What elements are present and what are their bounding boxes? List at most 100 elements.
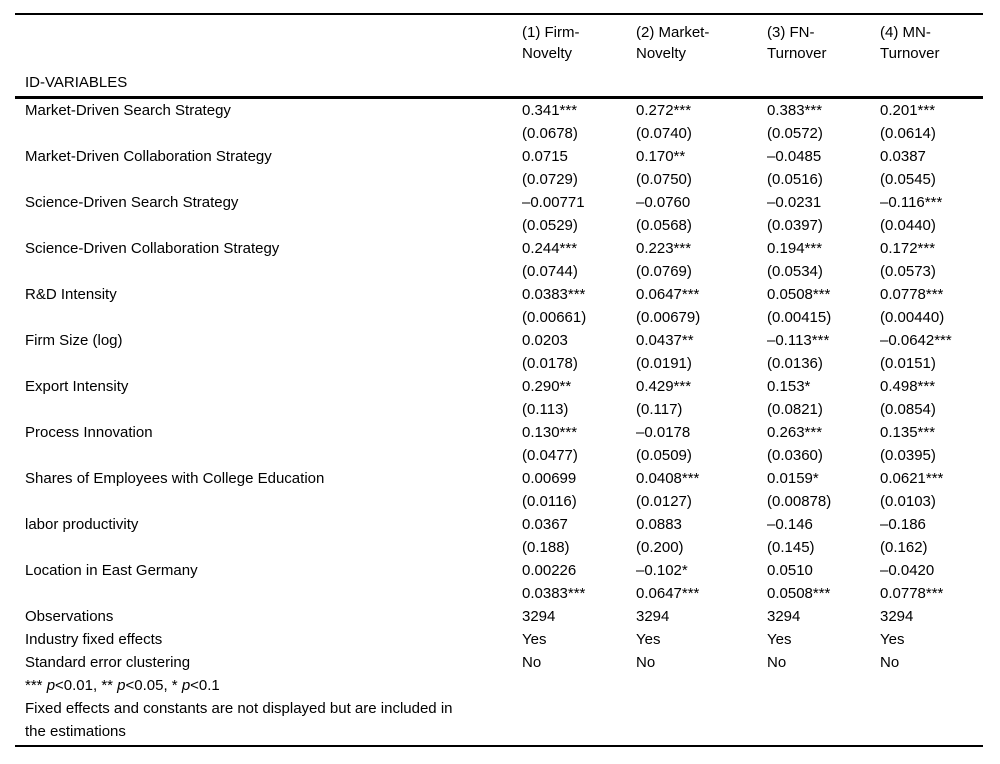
std-error-cell: (0.0568) (636, 217, 692, 234)
coefficient-cell: –0.0760 (636, 194, 691, 211)
std-error-cell: (0.0151) (880, 355, 936, 372)
table-row: (0.188) (0.200) (0.145) (0.162) (25, 536, 983, 559)
summary-value-cell: 3294 (880, 608, 914, 625)
std-error-cell: (0.0821) (767, 401, 823, 418)
std-error-cell: (0.0178) (522, 355, 578, 372)
coefficient-cell: 0.498*** (880, 378, 936, 395)
id-variables-label: ID-VARIABLES (25, 74, 128, 91)
fixed-effects-note-line2: the estimations (25, 723, 126, 740)
std-error-cell: (0.00661) (522, 309, 587, 326)
table-row: Firm Size (log) 0.0203 0.0437** –0.113*** –0… (25, 329, 983, 352)
coefficient-cell: 0.172*** (880, 240, 936, 257)
column-header-3: (3) FN- Turnover (767, 24, 827, 62)
std-error-cell: (0.0395) (880, 447, 936, 464)
variable-label-spacer (25, 536, 522, 559)
std-error-cell: (0.0103) (880, 493, 936, 510)
p-italic: p (46, 677, 56, 694)
coefficient-cell: 0.223*** (636, 240, 692, 257)
table-row: (0.0178) (0.0191) (0.0136) (0.0151) (25, 352, 983, 375)
variable-label: Science-Driven Collaboration Strategy (25, 240, 280, 257)
summary-label: Industry fixed effects (25, 631, 163, 648)
table-row: (0.113) (0.117) (0.0821) (0.0854) (25, 398, 983, 421)
std-error-cell: (0.117) (636, 401, 683, 418)
coefficient-cell: 0.341*** (522, 102, 578, 119)
std-error-cell: (0.200) (636, 539, 684, 556)
std-error-cell: (0.0136) (767, 355, 823, 372)
column-header-row: (1) Firm- Novelty (2) Market- Novelty (3) FN… (25, 22, 983, 64)
coefficient-cell: –0.146 (767, 516, 813, 533)
variable-label: R&D Intensity (25, 286, 117, 303)
column-header-2: (2) Market- Novelty (636, 24, 710, 62)
coefficient-cell: 0.0408*** (636, 470, 700, 487)
coefficient-cell: 0.0387 (880, 148, 926, 165)
coefficient-cell: 0.170** (636, 148, 686, 165)
coefficient-cell: 0.0778*** (880, 286, 944, 303)
table-row: Shares of Employees with College Educati… (25, 467, 983, 490)
std-error-cell: (0.0360) (767, 447, 823, 464)
coefficient-cell: –0.116*** (880, 194, 943, 211)
summary-value-cell: 3294 (522, 608, 556, 625)
summary-value-cell: 3294 (636, 608, 670, 625)
table-row: labor productivity 0.0367 0.0883 –0.146 –0.1… (25, 513, 983, 536)
std-error-cell: (0.00415) (767, 309, 832, 326)
coefficient-cell: 0.0508*** (767, 286, 831, 303)
coefficient-cell: –0.102* (636, 562, 688, 579)
std-error-cell: (0.145) (767, 539, 815, 556)
summary-value-cell: No (880, 654, 900, 671)
table-header: (1) Firm- Novelty (2) Market- Novelty (3) FN… (15, 15, 983, 99)
variable-label-spacer (25, 398, 522, 421)
table-row: (0.00661) (0.00679) (0.00415) (0.00440) (25, 306, 983, 329)
note-text: <0.05, * (125, 677, 182, 694)
table-row: Market-Driven Search Strategy 0.341*** 0.2… (25, 99, 983, 122)
std-error-cell: (0.188) (522, 539, 570, 556)
std-error-cell: (0.0529) (522, 217, 578, 234)
coefficient-cell: 0.135*** (880, 424, 936, 441)
coefficient-cell: 0.0621*** (880, 470, 944, 487)
coefficient-cell: 0.0437** (636, 332, 694, 349)
std-error-cell: (0.0545) (880, 171, 936, 188)
table-row: 0.0383*** 0.0647*** 0.0508*** 0.0778*** (25, 582, 983, 605)
note-text: <0.1 (190, 677, 220, 694)
std-error-cell: (0.0769) (636, 263, 692, 280)
p-italic: p (117, 677, 126, 694)
column-header-1: (1) Firm- Novelty (522, 24, 580, 62)
coefficient-cell: 0.201*** (880, 102, 936, 119)
variable-label-spacer (25, 582, 522, 605)
std-error-cell: (0.0740) (636, 125, 692, 142)
variable-label-spacer (25, 122, 522, 145)
std-error-cell: (0.0440) (880, 217, 936, 234)
variable-label: Location in East Germany (25, 562, 198, 579)
std-error-cell: (0.0397) (767, 217, 823, 234)
summary-label: Standard error clustering (25, 654, 191, 671)
table-row: Standard error clustering No No No No (25, 651, 983, 674)
summary-value-cell: Yes (767, 631, 792, 648)
variable-label: Shares of Employees with College Educati… (25, 470, 325, 487)
coefficient-cell: 0.0383*** (522, 286, 586, 303)
variable-label: Firm Size (log) (25, 332, 123, 349)
variable-label-spacer (25, 490, 522, 513)
coefficient-cell: 0.383*** (767, 102, 823, 119)
std-error-cell: 0.0647*** (636, 585, 700, 602)
std-error-cell: (0.0509) (636, 447, 692, 464)
table-row: Process Innovation 0.130*** –0.0178 0.263**… (25, 421, 983, 444)
table-row: Location in East Germany 0.00226 –0.102* 0.… (25, 559, 983, 582)
summary-value-cell: No (636, 654, 656, 671)
summary-label: Observations (25, 608, 114, 625)
variable-label-spacer (25, 260, 522, 283)
coefficient-cell: –0.00771 (522, 194, 585, 211)
regression-table: (1) Firm- Novelty (2) Market- Novelty (3) FN… (15, 13, 983, 747)
coefficient-cell: 0.0883 (636, 516, 682, 533)
variable-label-spacer (25, 306, 522, 329)
table-row: (0.0678) (0.0740) (0.0572) (0.0614) (25, 122, 983, 145)
table-row: Industry fixed effects Yes Yes Yes Yes (25, 628, 983, 651)
summary-value-cell: No (522, 654, 542, 671)
coefficient-cell: 0.272*** (636, 102, 692, 119)
std-error-cell: (0.0516) (767, 171, 823, 188)
coefficient-cell: –0.0485 (767, 148, 822, 165)
table-row: Market-Driven Collaboration Strategy 0.07… (25, 145, 983, 168)
summary-value-cell: Yes (636, 631, 661, 648)
variable-label-spacer (25, 352, 522, 375)
coefficient-cell: 0.0203 (522, 332, 568, 349)
coefficient-cell: 0.00226 (522, 562, 577, 579)
std-error-cell: (0.113) (522, 401, 569, 418)
